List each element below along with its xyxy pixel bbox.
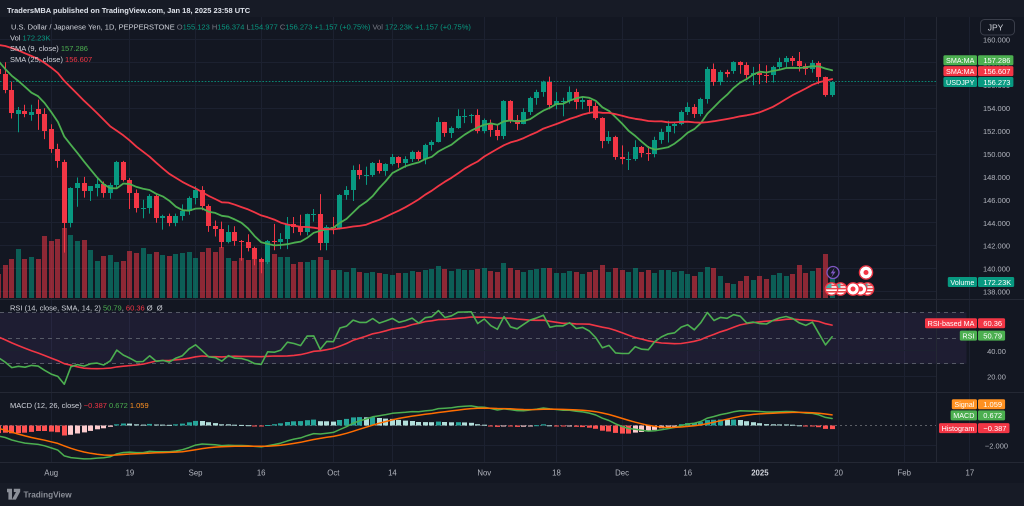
svg-text:146.000: 146.000: [983, 196, 1010, 205]
svg-text:RSI: RSI: [962, 331, 974, 340]
svg-text:TradingView: TradingView: [24, 490, 73, 499]
svg-text:2025: 2025: [751, 469, 769, 478]
svg-text:1.059: 1.059: [983, 400, 1002, 409]
svg-text:RSI (14, close, SMA, 14, 2) 50: RSI (14, close, SMA, 14, 2) 50.79, 60.36…: [10, 304, 163, 313]
svg-text:17: 17: [966, 469, 975, 478]
svg-text:MACD: MACD: [953, 411, 974, 420]
svg-text:16: 16: [257, 469, 266, 478]
svg-text:JPY: JPY: [988, 23, 1004, 33]
svg-text:SMA (25, close) 156.607: SMA (25, close) 156.607: [10, 55, 92, 64]
svg-text:RSI-based MA: RSI-based MA: [928, 319, 975, 328]
svg-text:Aug: Aug: [44, 469, 58, 478]
svg-text:16: 16: [683, 469, 692, 478]
svg-text:19: 19: [126, 469, 135, 478]
svg-text:Nov: Nov: [477, 469, 491, 478]
svg-text:Vol 172.23K: Vol 172.23K: [10, 34, 50, 43]
svg-text:157.286: 157.286: [983, 56, 1010, 65]
svg-text:154.000: 154.000: [983, 104, 1010, 113]
svg-text:60.36: 60.36: [983, 319, 1002, 328]
svg-text:SMA (9, close) 157.286: SMA (9, close) 157.286: [10, 44, 88, 53]
svg-text:152.000: 152.000: [983, 127, 1010, 136]
svg-text:TradersMBA published on Tradin: TradersMBA published on TradingView.com,…: [7, 6, 251, 15]
svg-text:−2.000: −2.000: [985, 442, 1008, 451]
svg-text:142.000: 142.000: [983, 242, 1010, 251]
svg-text:Oct: Oct: [327, 469, 340, 478]
svg-text:Volume: Volume: [950, 278, 974, 287]
svg-text:14: 14: [388, 469, 397, 478]
svg-text:Sep: Sep: [189, 469, 204, 478]
svg-text:140.000: 140.000: [983, 265, 1010, 274]
svg-text:U.S. Dollar / Japanese Yen, 1D: U.S. Dollar / Japanese Yen, 1D, PEPPERST…: [11, 23, 471, 32]
svg-text:172.23K: 172.23K: [983, 278, 1011, 287]
svg-text:USDJPY: USDJPY: [946, 78, 975, 87]
svg-text:150.000: 150.000: [983, 150, 1010, 159]
svg-text:SMA:MA: SMA:MA: [946, 67, 975, 76]
svg-text:20.00: 20.00: [987, 373, 1006, 382]
svg-text:SMA:MA: SMA:MA: [946, 56, 975, 65]
svg-text:20: 20: [834, 469, 843, 478]
svg-text:Feb: Feb: [898, 469, 912, 478]
svg-text:MACD (12, 26, close) −0.387 0.: MACD (12, 26, close) −0.387 0.672 1.059: [10, 401, 149, 410]
svg-text:Histogram: Histogram: [942, 424, 975, 433]
svg-text:40.00: 40.00: [987, 347, 1006, 356]
svg-text:138.000: 138.000: [983, 288, 1010, 297]
svg-text:156.273: 156.273: [983, 78, 1010, 87]
svg-text:0.672: 0.672: [983, 411, 1002, 420]
svg-text:50.79: 50.79: [983, 331, 1002, 340]
svg-text:Dec: Dec: [615, 469, 629, 478]
svg-text:156.607: 156.607: [983, 67, 1010, 76]
svg-text:160.000: 160.000: [983, 35, 1010, 44]
svg-text:−0.387: −0.387: [983, 424, 1006, 433]
svg-text:148.000: 148.000: [983, 173, 1010, 182]
svg-text:18: 18: [552, 469, 561, 478]
svg-text:Signal: Signal: [954, 400, 974, 409]
svg-text:144.000: 144.000: [983, 219, 1010, 228]
